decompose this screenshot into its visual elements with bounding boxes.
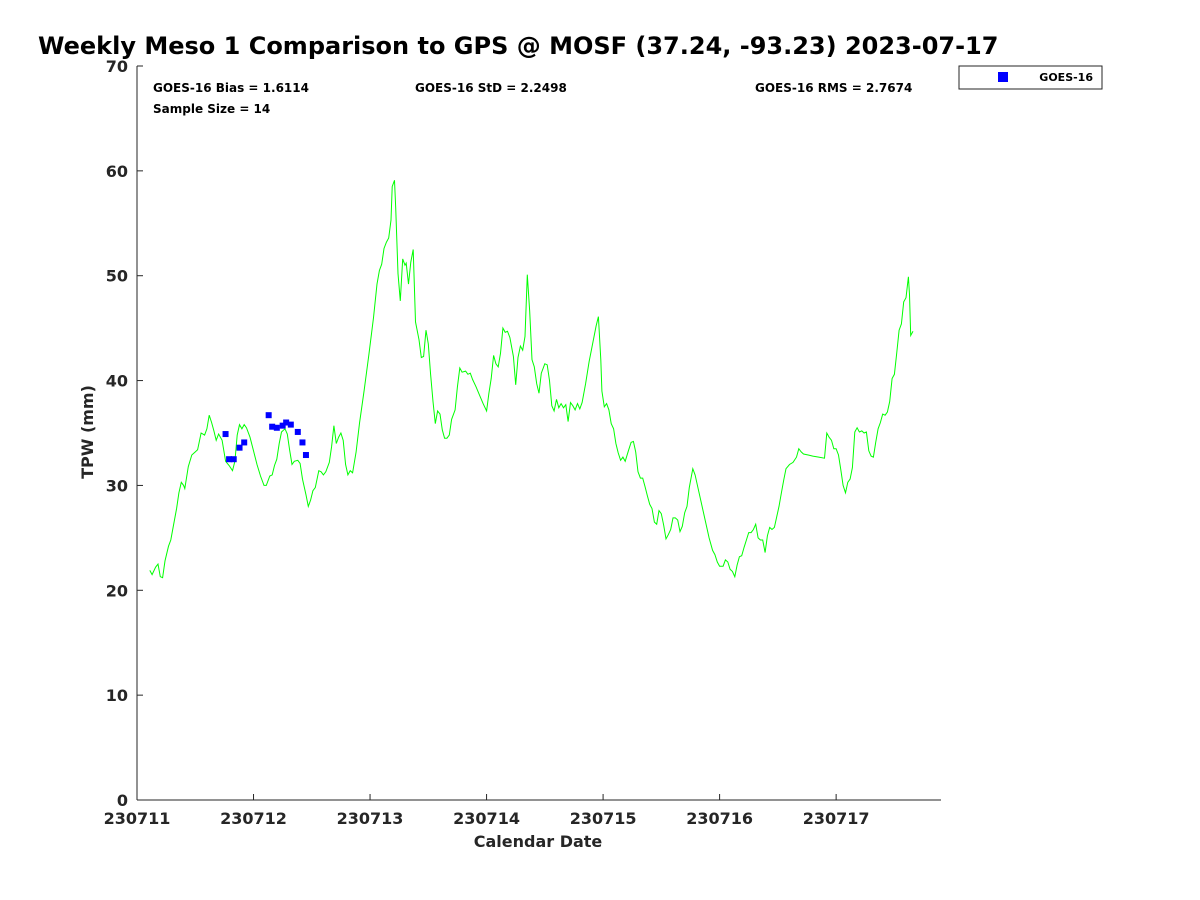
goes16-point xyxy=(283,419,290,426)
x-axis-label: Calendar Date xyxy=(474,832,603,851)
rms-stat: GOES-16 RMS = 2.7674 xyxy=(755,81,912,95)
x-tick-label: 230714 xyxy=(453,809,520,828)
goes16-point xyxy=(287,421,294,428)
y-axis-label: TPW (mm) xyxy=(78,385,97,479)
legend-marker-goes16 xyxy=(998,72,1008,82)
std-stat: GOES-16 StD = 2.2498 xyxy=(415,81,567,95)
goes16-point xyxy=(302,452,309,459)
x-tick-label: 230715 xyxy=(570,809,637,828)
legend: GOES-16 xyxy=(958,65,1103,90)
goes16-point xyxy=(265,412,272,419)
x-tick-label: 230711 xyxy=(104,809,171,828)
gps-tpw-line xyxy=(149,180,914,579)
y-tick-label: 60 xyxy=(106,162,128,181)
legend-box xyxy=(958,65,1103,90)
y-tick-label: 0 xyxy=(117,791,128,810)
x-tick-label: 230716 xyxy=(686,809,753,828)
x-tick-label: 230717 xyxy=(803,809,870,828)
y-tick-label: 30 xyxy=(106,476,128,495)
series-layer xyxy=(149,180,914,579)
goes16-point xyxy=(226,456,233,463)
y-tick-label: 10 xyxy=(106,686,128,705)
legend-label-goes16: GOES-16 xyxy=(1039,71,1093,84)
x-tick-label: 230712 xyxy=(220,809,287,828)
plot-area xyxy=(136,66,941,801)
x-axis-ticks: 230711 230712 230713 230714 230715 230716 2307… xyxy=(104,794,870,828)
goes16-point xyxy=(273,424,280,431)
goes16-point xyxy=(269,423,276,430)
goes16-point xyxy=(279,422,286,429)
goes16-point xyxy=(222,431,229,438)
goes16-point xyxy=(230,456,237,463)
y-tick-label: 50 xyxy=(106,267,128,286)
goes16-point xyxy=(299,439,306,446)
goes16-point xyxy=(241,439,248,446)
goes16-point xyxy=(294,428,301,435)
y-tick-label: 20 xyxy=(106,581,128,600)
y-tick-label: 70 xyxy=(106,57,128,76)
y-axis-ticks: 0 10 20 30 40 50 60 70 xyxy=(106,57,143,810)
bias-stat: GOES-16 Bias = 1.6114 xyxy=(153,81,309,95)
x-tick-label: 230713 xyxy=(337,809,404,828)
y-tick-label: 40 xyxy=(106,372,128,391)
chart-title: Weekly Meso 1 Comparison to GPS @ MOSF (… xyxy=(38,32,998,60)
goes16-point xyxy=(236,444,243,451)
sample-size-stat: Sample Size = 14 xyxy=(153,102,270,116)
